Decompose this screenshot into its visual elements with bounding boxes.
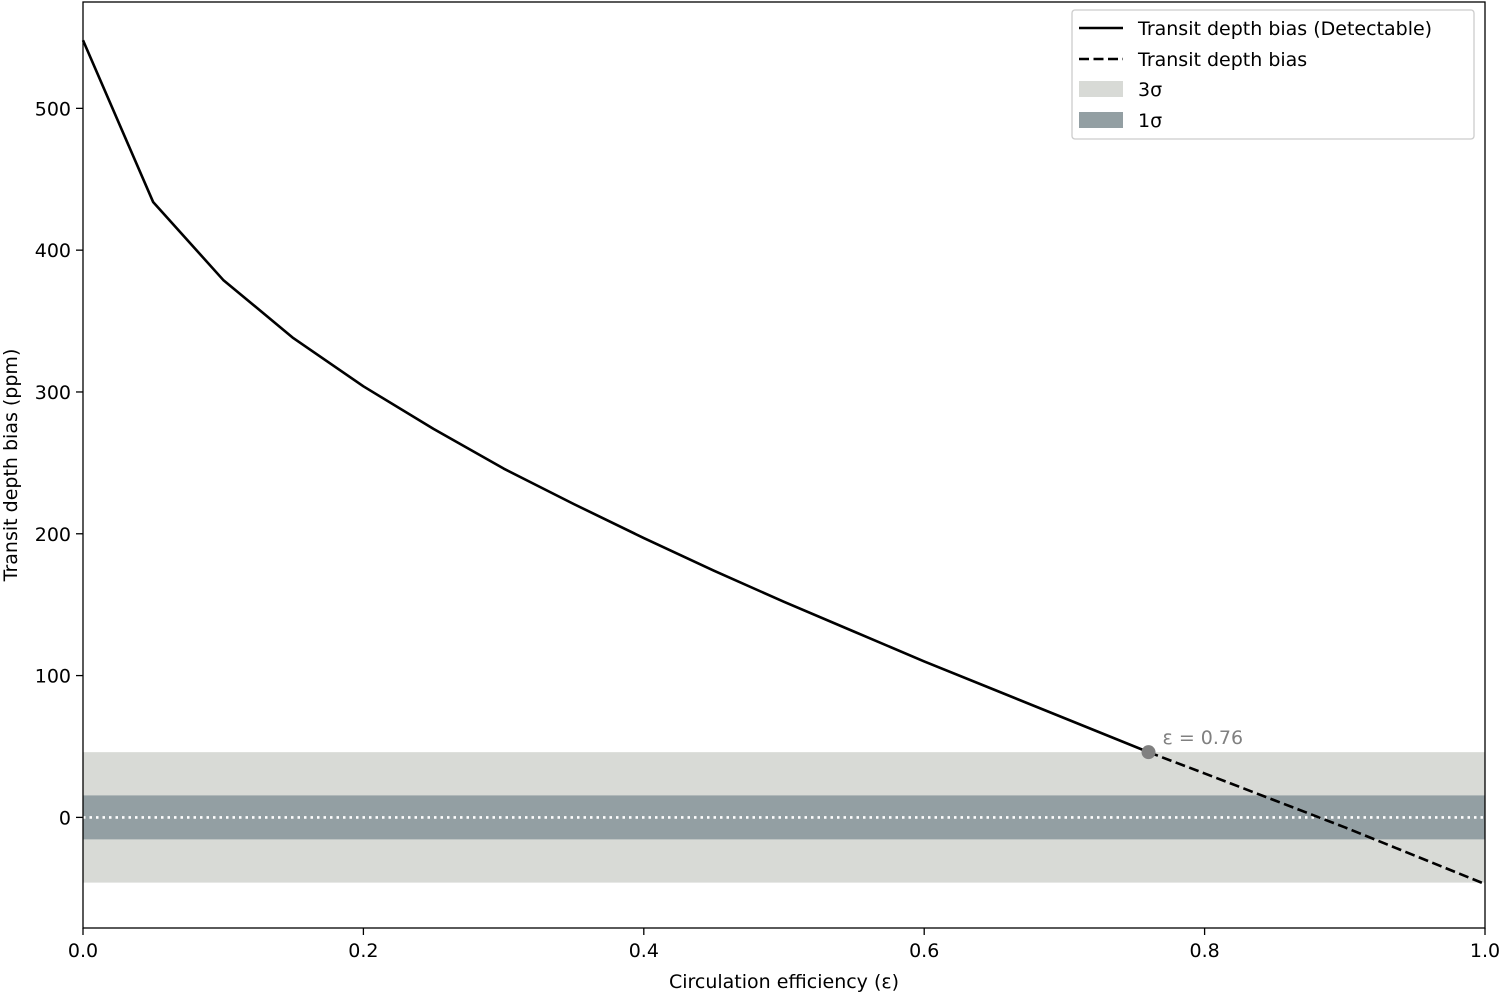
series-line-detectable <box>81 39 1150 754</box>
annotation-label: ε = 0.76 <box>1163 727 1244 749</box>
series-line-dashed <box>1148 750 1486 886</box>
y-tick-label: 0 <box>59 807 71 829</box>
legend-label: Transit depth bias <box>1137 49 1307 71</box>
x-tick-label: 0.6 <box>909 940 939 962</box>
x-tick-label: 1.0 <box>1470 940 1500 962</box>
legend-label: 1σ <box>1138 110 1162 132</box>
y-axis-label: Transit depth bias (ppm) <box>0 349 22 583</box>
y-tick-label: 200 <box>35 524 71 546</box>
y-tick-label: 500 <box>35 98 71 120</box>
annotation: ε = 0.76 <box>1141 727 1244 760</box>
y-axis-ticks: 0 100 200 300 400 500 <box>35 98 83 829</box>
legend-label: 3σ <box>1138 79 1162 101</box>
legend-swatch-patch <box>1079 81 1123 97</box>
band-1sigma <box>83 795 1485 840</box>
y-tick-label: 100 <box>35 666 71 688</box>
legend-box <box>1071 9 1475 140</box>
x-tick-label: 0.8 <box>1189 940 1219 962</box>
x-tick-label: 0.0 <box>68 940 98 962</box>
y-tick-label: 400 <box>35 240 71 262</box>
sigma-bands <box>83 752 1485 883</box>
legend: Transit depth bias (Detectable) Transit d… <box>1071 9 1475 140</box>
x-tick-label: 0.2 <box>348 940 378 962</box>
y-tick-label: 300 <box>35 382 71 404</box>
annotation-marker <box>1141 745 1156 760</box>
x-axis-label: Circulation efficiency (ε) <box>669 971 899 993</box>
series-lines <box>81 39 1486 886</box>
legend-label: Transit depth bias (Detectable) <box>1137 18 1432 40</box>
x-axis-ticks: 0.0 0.2 0.4 0.6 0.8 1.0 <box>68 928 1500 962</box>
x-tick-label: 0.4 <box>629 940 659 962</box>
legend-swatch-patch <box>1079 112 1123 128</box>
plot-frame <box>82 1 1486 929</box>
